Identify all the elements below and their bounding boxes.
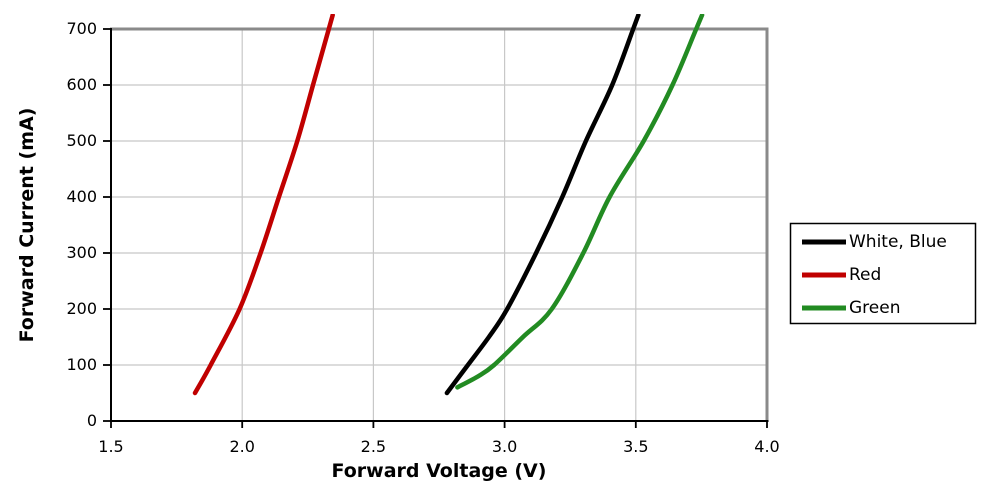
y-tick-label: 400 [66,187,97,206]
y-tick-label: 200 [66,299,97,318]
series-line-red [192,14,335,396]
y-tick-label: 700 [66,19,97,38]
y-tick-label: 500 [66,131,97,150]
y-tick-label: 300 [66,243,97,262]
y-tick-label: 600 [66,75,97,94]
x-tick-label: 2.0 [229,437,255,456]
x-tick-label: 4.0 [754,437,780,456]
x-tick-label: 3.0 [491,437,518,456]
legend-label: White, Blue [849,232,947,252]
legend-label: Green [849,298,901,318]
y-axis-title: Forward Current (mA) [16,107,38,343]
legend-label: Red [849,265,882,285]
x-tick-label: 1.5 [98,437,124,456]
series-line-white-blue [444,14,641,396]
x-tick-label: 2.5 [360,437,387,456]
y-tick-label: 100 [66,355,97,374]
x-axis-title: Forward Voltage (V) [331,460,547,482]
y-tick-label: 0 [86,411,97,430]
series-line-green [455,14,705,390]
x-tick-label: 3.5 [623,437,649,456]
